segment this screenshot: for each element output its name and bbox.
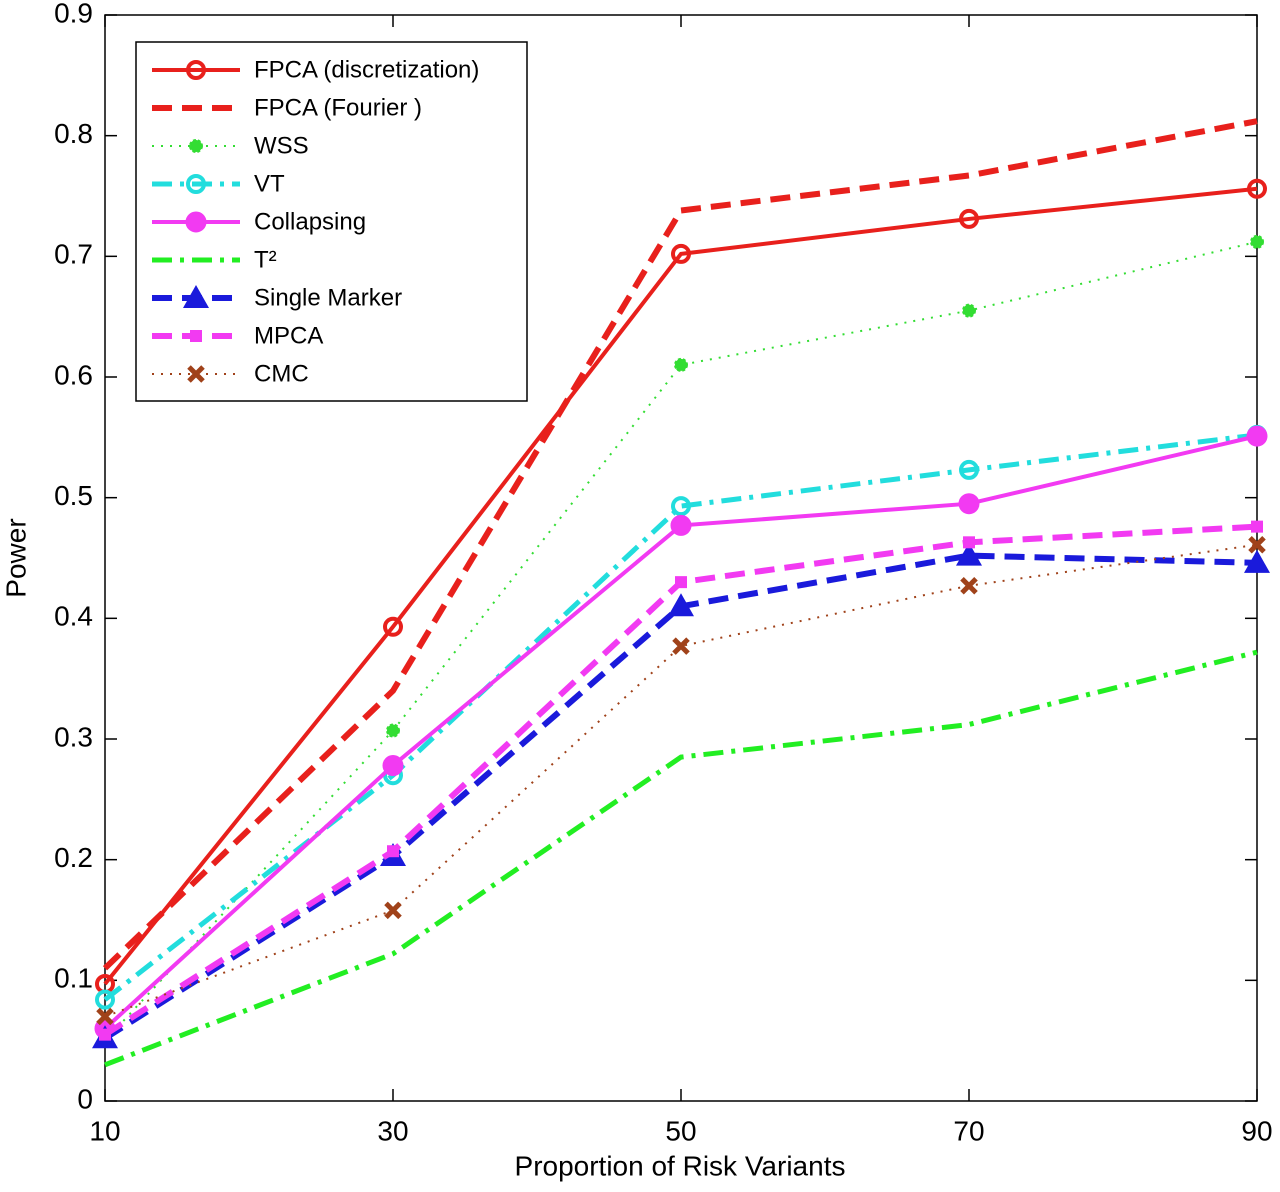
marker	[95, 989, 115, 1010]
marker	[1251, 520, 1263, 533]
marker	[960, 576, 978, 595]
x-axis-label: Proportion of Risk Variants	[515, 1150, 846, 1181]
legend-label: CMC	[254, 360, 309, 387]
marker	[186, 174, 206, 194]
marker	[670, 514, 692, 536]
marker	[386, 723, 400, 738]
y-axis-label: Power	[0, 518, 31, 597]
marker	[1247, 178, 1267, 199]
legend-label: T²	[254, 246, 277, 273]
marker	[1246, 425, 1268, 447]
x-tick-label: 50	[665, 1115, 696, 1146]
legend-label: VT	[254, 170, 285, 197]
marker	[1250, 234, 1264, 249]
legend-label: WSS	[254, 132, 309, 159]
x-tick-label: 30	[377, 1115, 408, 1146]
marker	[189, 139, 203, 153]
marker	[674, 357, 688, 372]
marker	[384, 901, 402, 920]
marker	[668, 593, 694, 617]
x-tick-label: 10	[89, 1115, 120, 1146]
y-tick-label: 0.8	[54, 118, 93, 149]
series-line	[104, 649, 1258, 1068]
marker	[96, 1007, 114, 1026]
marker	[958, 493, 980, 515]
marker	[99, 1028, 111, 1041]
series-line	[104, 543, 1258, 1018]
series-line	[103, 552, 1258, 1041]
legend-label: FPCA (Fourier )	[254, 94, 422, 121]
marker	[1248, 535, 1266, 554]
marker	[190, 330, 202, 342]
legend-label: Single Marker	[254, 284, 402, 311]
marker	[962, 303, 976, 318]
y-tick-label: 0.3	[54, 721, 93, 752]
marker	[671, 243, 691, 264]
marker	[675, 576, 687, 589]
marker	[387, 845, 399, 858]
marker	[183, 285, 209, 308]
y-tick-label: 0.6	[54, 359, 93, 390]
marker	[187, 365, 205, 383]
legend-label: FPCA (discretization)	[254, 56, 479, 83]
marker	[185, 211, 207, 233]
marker	[959, 208, 979, 229]
marker	[963, 536, 975, 549]
marker	[672, 637, 690, 655]
y-tick-label: 0.7	[54, 239, 93, 270]
legend-label: Collapsing	[254, 208, 366, 235]
marker	[382, 755, 404, 777]
series-line	[103, 186, 1258, 986]
marker	[186, 60, 206, 80]
y-tick-label: 0.9	[54, 0, 93, 28]
y-tick-label: 0.5	[54, 480, 93, 511]
marker	[383, 616, 403, 637]
marker	[959, 459, 979, 480]
marker	[956, 542, 982, 566]
marker	[1244, 549, 1270, 573]
y-tick-label: 0	[77, 1083, 93, 1114]
y-tick-label: 0.1	[54, 963, 93, 994]
legend: FPCA (discretization) FPCA (Fourier ) WSS V…	[135, 41, 528, 402]
series-line	[103, 432, 1258, 1002]
x-tick-label: 70	[953, 1115, 984, 1146]
x-tick-label: 90	[1241, 1115, 1272, 1146]
marker	[671, 496, 691, 517]
legend-label: MPCA	[254, 322, 323, 349]
y-tick-label: 0.2	[54, 842, 93, 873]
y-tick-label: 0.4	[54, 601, 93, 632]
